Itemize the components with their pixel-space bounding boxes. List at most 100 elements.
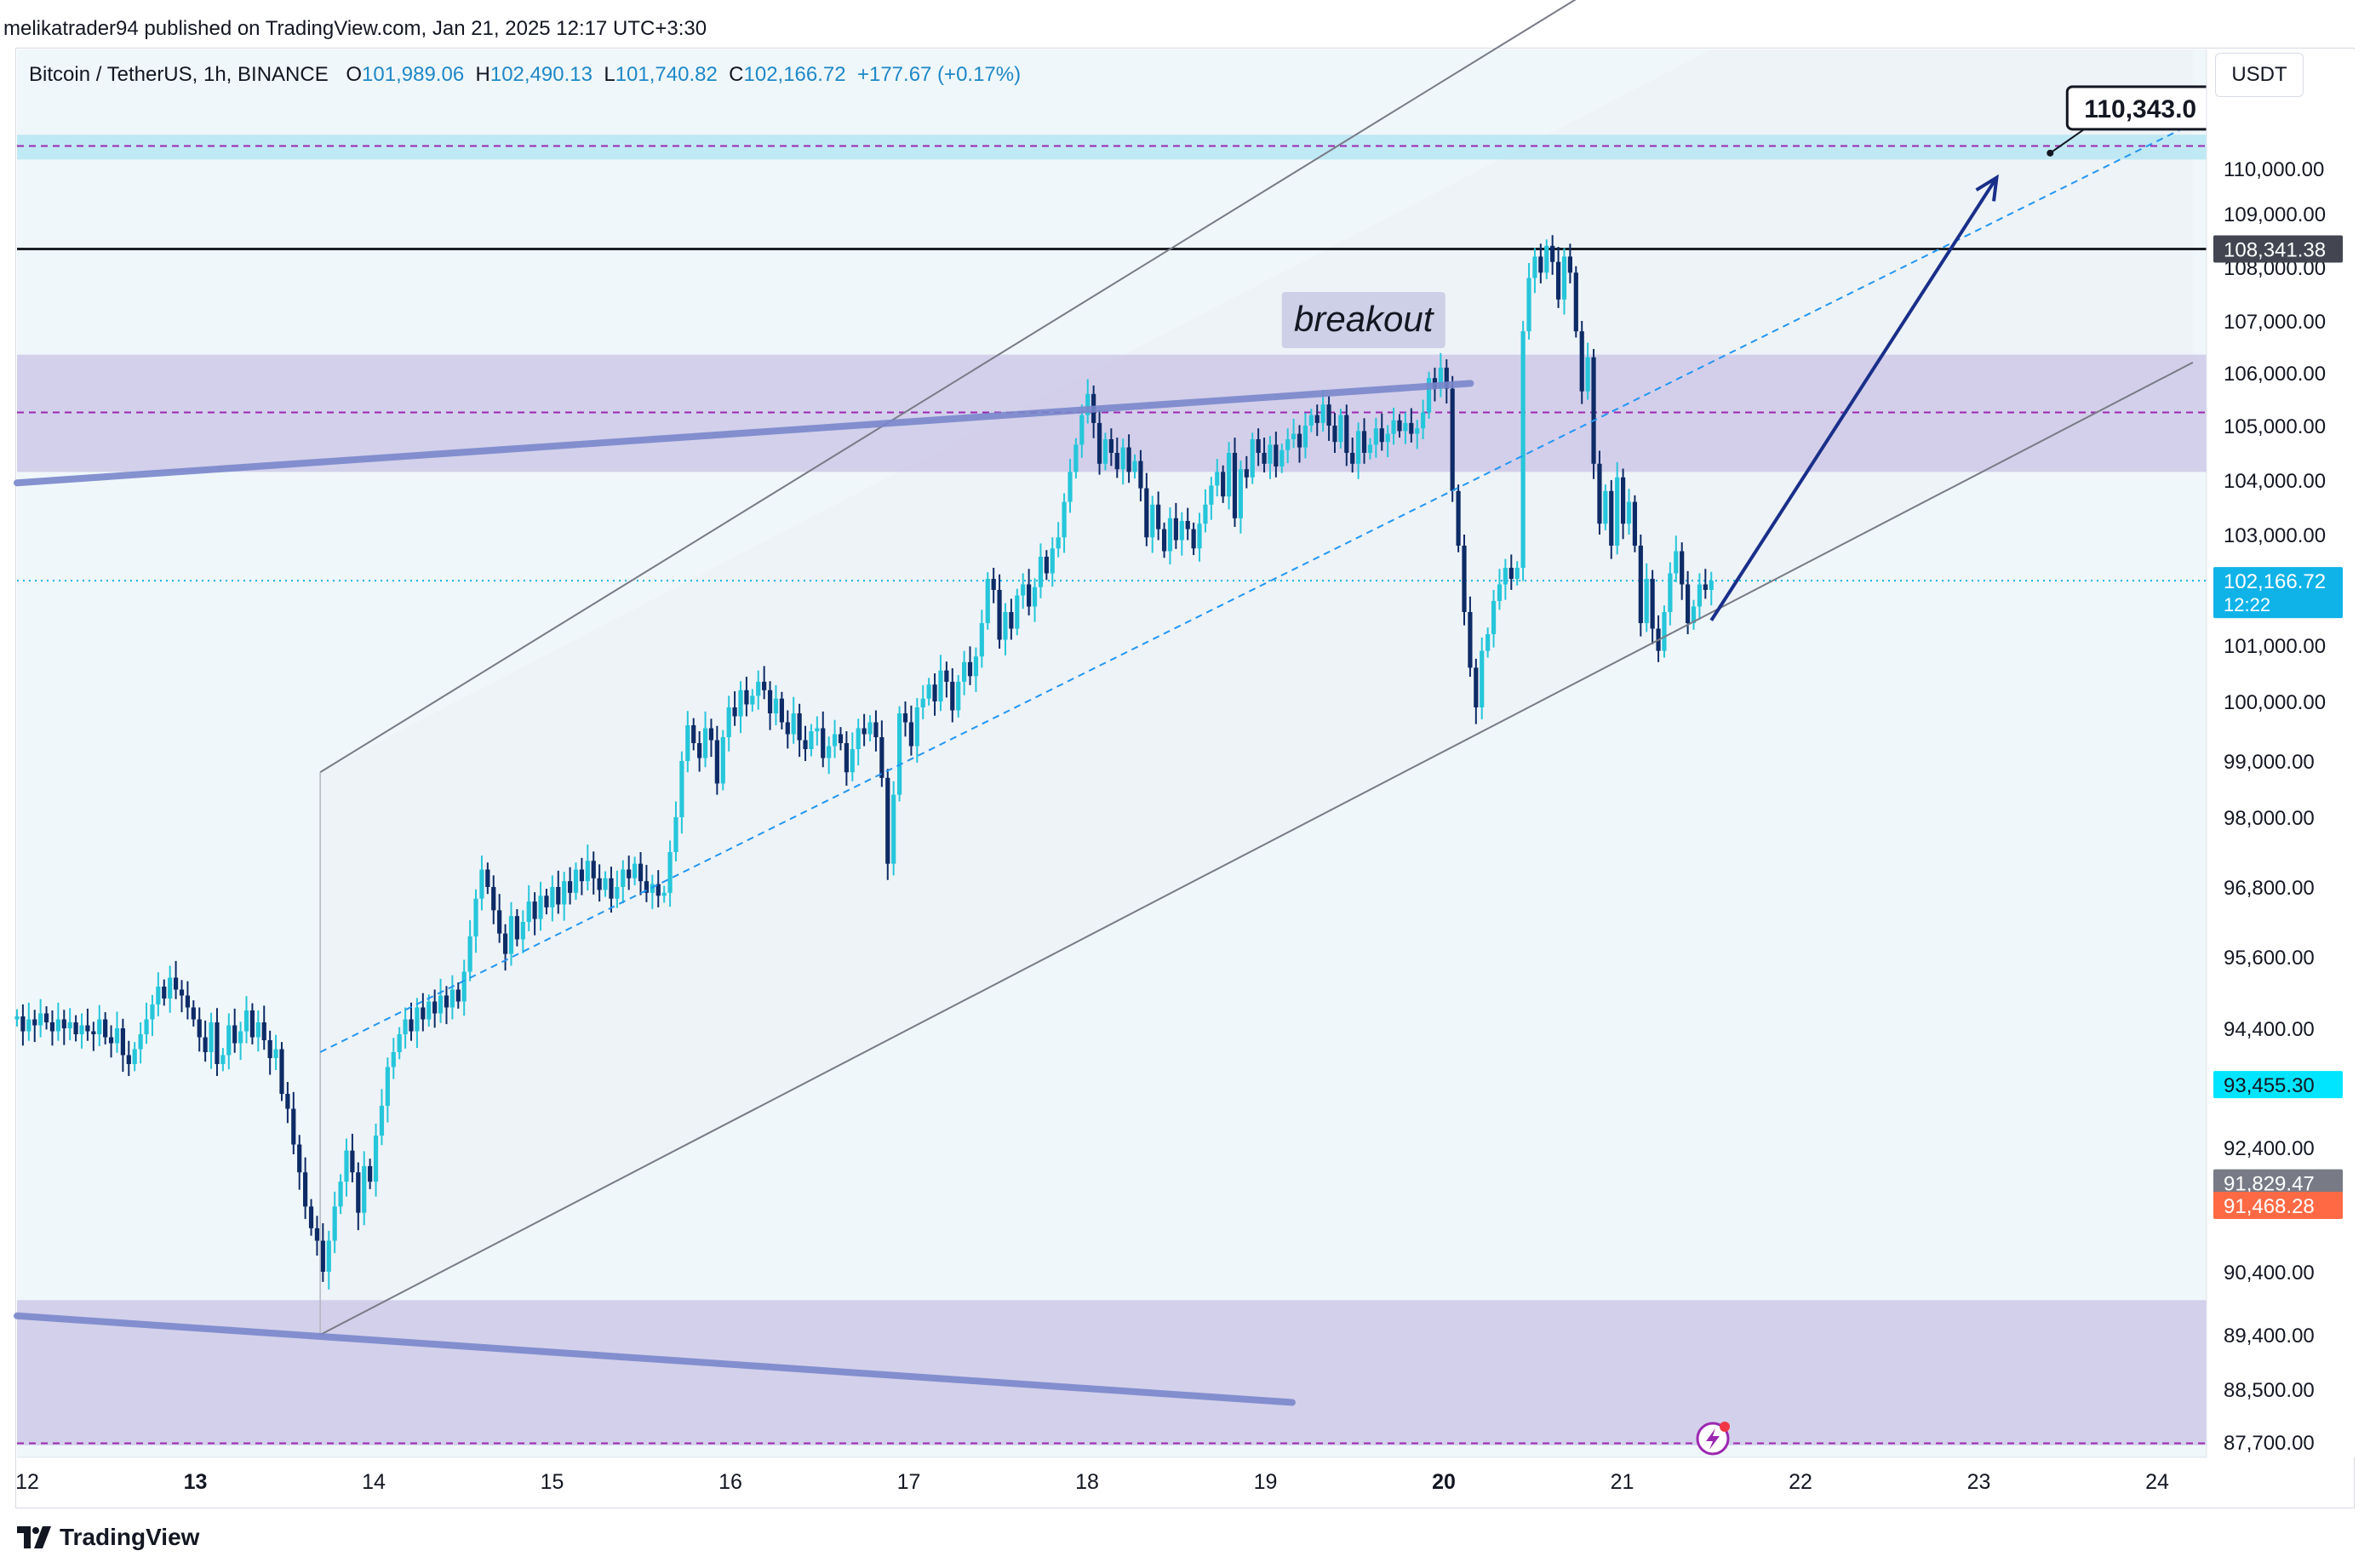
candle-body <box>243 1010 249 1032</box>
candle <box>773 684 779 725</box>
candle-body <box>1009 612 1014 629</box>
candle <box>1532 248 1537 294</box>
candle <box>603 871 608 897</box>
open-label: O <box>346 63 363 86</box>
candle <box>455 982 461 1009</box>
symbol-legend[interactable]: Bitcoin / TetherUS, 1h, BINANCE O101,989… <box>29 63 1021 87</box>
candle-body <box>185 995 191 1008</box>
candle-body <box>1579 331 1584 392</box>
candle-body <box>397 1034 402 1052</box>
candle <box>1450 375 1455 502</box>
candle-body <box>403 1019 408 1034</box>
candle-body <box>1032 587 1038 607</box>
price-tick-label: 87,700.00 <box>2224 1432 2315 1455</box>
candle-body <box>1320 404 1325 423</box>
candle-body <box>1015 595 1020 629</box>
tradingview-brand[interactable]: TradingView <box>17 1524 199 1551</box>
candle <box>426 994 432 1027</box>
candle-body <box>1538 256 1543 273</box>
candle <box>1108 428 1113 466</box>
candle <box>61 1010 66 1045</box>
candle <box>1203 489 1208 533</box>
candle-body <box>1503 568 1508 585</box>
candle <box>914 698 919 763</box>
candle-body <box>1250 439 1255 478</box>
candle-body <box>1514 568 1520 579</box>
candle <box>1480 637 1485 719</box>
candle-body <box>97 1019 102 1034</box>
candle <box>1161 522 1167 558</box>
candle-body <box>562 881 567 905</box>
candle-body <box>1332 426 1337 443</box>
candle <box>126 1040 131 1076</box>
currency-button[interactable]: USDT <box>2215 53 2304 97</box>
candle <box>1573 266 1578 338</box>
candle-body <box>1644 579 1649 623</box>
candle <box>108 1025 114 1058</box>
candle-body <box>232 1025 238 1044</box>
price-tick-label: 92,400.00 <box>2224 1137 2315 1160</box>
candle-body <box>1021 584 1026 596</box>
candle <box>308 1199 314 1236</box>
candle <box>1250 432 1255 484</box>
candle <box>438 978 444 1023</box>
candle-body <box>362 1165 367 1213</box>
candle <box>1421 399 1426 439</box>
candle <box>1438 352 1443 398</box>
low-label: L <box>604 63 615 86</box>
candle-body <box>238 1031 243 1044</box>
candle-body <box>108 1037 114 1044</box>
candle <box>932 673 937 716</box>
candle-body <box>1632 501 1638 546</box>
candle-body <box>1114 453 1119 470</box>
candle <box>1344 404 1349 466</box>
candle-body <box>667 852 673 893</box>
candle-body <box>738 690 743 717</box>
candle <box>702 711 708 768</box>
candle <box>815 716 820 746</box>
candle-body <box>932 684 937 701</box>
candle-body <box>644 881 650 893</box>
candle-body <box>1038 557 1044 587</box>
candle-body <box>1668 573 1673 612</box>
candle <box>1285 428 1291 464</box>
candle-body <box>1703 584 1708 590</box>
candle <box>32 1010 37 1043</box>
candle-body <box>827 746 832 758</box>
price-tag-label: 91,468.28 <box>2224 1195 2315 1218</box>
candle <box>1197 512 1202 562</box>
candle <box>1585 342 1590 400</box>
candle <box>732 691 737 726</box>
candle <box>579 857 585 896</box>
candle <box>356 1162 361 1231</box>
candle <box>85 1008 90 1041</box>
candle-body <box>1056 537 1061 549</box>
candle <box>550 875 555 922</box>
candle-body <box>1361 431 1367 453</box>
candle <box>415 998 420 1049</box>
candle <box>226 1013 232 1070</box>
candle <box>891 781 896 876</box>
ohlc-values: O101,989.06 H102,490.13 L101,740.82 C102… <box>346 63 1021 86</box>
candle <box>1426 371 1432 419</box>
candle-body <box>1486 634 1491 651</box>
candle <box>491 875 496 924</box>
candle-body <box>520 922 525 940</box>
price-tag-label: 93,455.30 <box>2224 1074 2315 1097</box>
candle <box>1697 573 1703 621</box>
candle-body <box>61 1019 66 1028</box>
candle <box>1497 569 1503 610</box>
candle-body <box>621 869 626 887</box>
candle <box>1538 243 1543 283</box>
candle-body <box>526 901 531 922</box>
candle <box>1644 563 1649 632</box>
candle <box>1691 599 1697 630</box>
candle <box>597 864 602 902</box>
candle-body <box>744 690 749 705</box>
candle <box>203 1020 208 1062</box>
candle <box>720 730 725 791</box>
candle <box>449 975 455 1020</box>
candle <box>73 1015 78 1042</box>
candle <box>591 851 596 895</box>
